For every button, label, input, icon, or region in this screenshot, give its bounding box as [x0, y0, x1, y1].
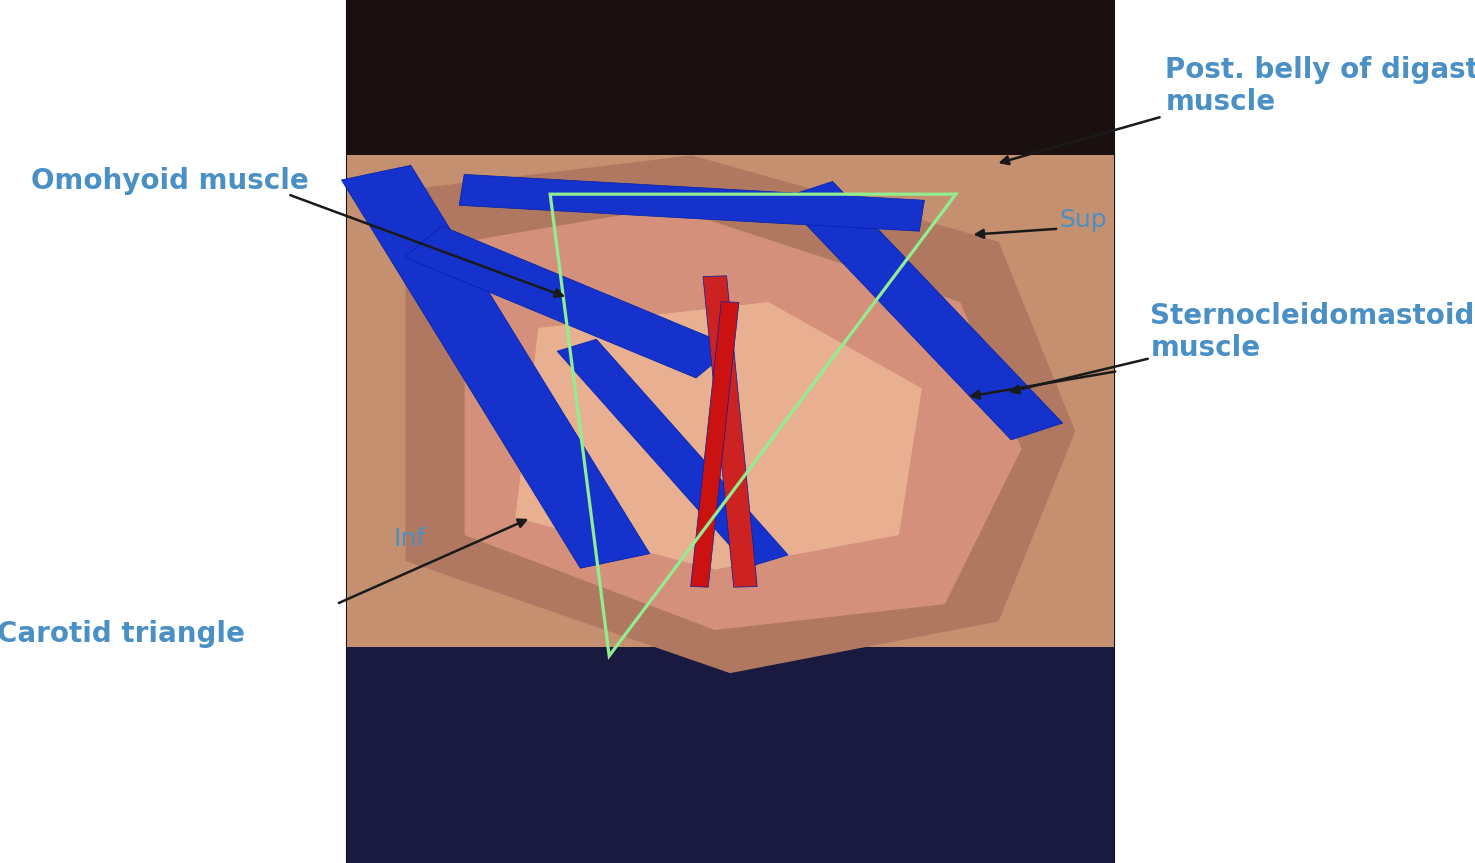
Polygon shape: [465, 207, 1022, 630]
Polygon shape: [404, 226, 733, 378]
Polygon shape: [406, 155, 1075, 673]
Bar: [347, 0, 1114, 155]
Polygon shape: [515, 302, 922, 570]
Text: Sternocleidomastoid
muscle: Sternocleidomastoid muscle: [1150, 302, 1475, 362]
Bar: [347, 0, 1114, 863]
Bar: [347, 647, 1114, 863]
Text: Carotid triangle: Carotid triangle: [0, 620, 245, 648]
Polygon shape: [558, 339, 788, 567]
Polygon shape: [341, 166, 650, 568]
Polygon shape: [690, 302, 739, 587]
Text: Sup: Sup: [1059, 208, 1106, 232]
Polygon shape: [459, 174, 925, 231]
Polygon shape: [782, 181, 1062, 440]
Polygon shape: [704, 276, 757, 587]
Text: Inf: Inf: [394, 527, 426, 551]
Text: Omohyoid muscle: Omohyoid muscle: [31, 167, 308, 195]
Bar: [347, 0, 1114, 751]
Text: Post. belly of digastric
muscle: Post. belly of digastric muscle: [1165, 56, 1475, 117]
